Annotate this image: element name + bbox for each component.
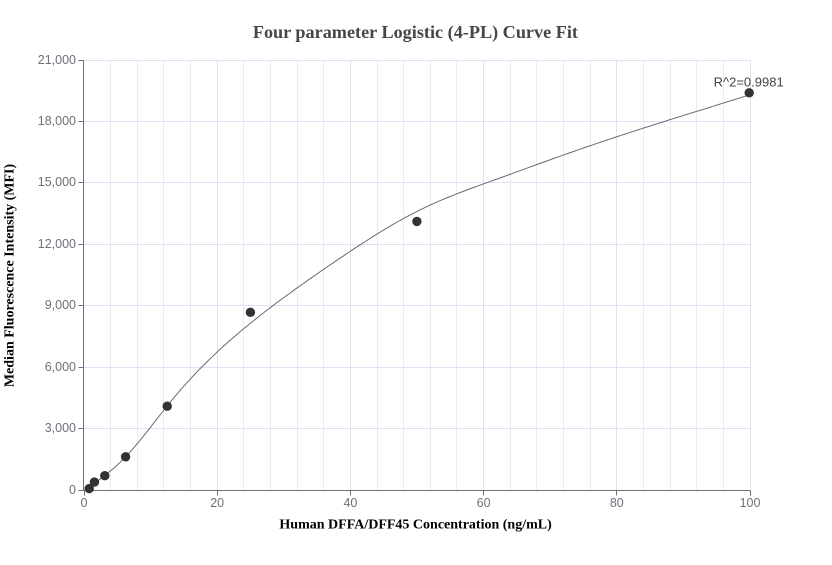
svg-text:3,000: 3,000: [45, 421, 76, 435]
svg-text:Four parameter Logistic (4-PL): Four parameter Logistic (4-PL) Curve Fit: [253, 22, 578, 43]
svg-text:0: 0: [81, 496, 88, 510]
svg-text:6,000: 6,000: [45, 360, 76, 374]
svg-text:100: 100: [740, 496, 761, 510]
svg-text:0: 0: [69, 483, 76, 497]
svg-text:80: 80: [610, 496, 624, 510]
svg-text:15,000: 15,000: [38, 175, 76, 189]
svg-text:12,000: 12,000: [38, 237, 76, 251]
svg-text:20: 20: [210, 496, 224, 510]
svg-text:R^2=0.9981: R^2=0.9981: [714, 75, 784, 90]
svg-text:18,000: 18,000: [38, 114, 76, 128]
svg-text:Human DFFA/DFF45 Concentration: Human DFFA/DFF45 Concentration (ng/mL): [279, 518, 552, 533]
svg-text:9,000: 9,000: [45, 298, 76, 312]
svg-text:40: 40: [343, 496, 357, 510]
svg-text:Median Fluorescence Intensity: Median Fluorescence Intensity (MFI): [3, 164, 18, 388]
svg-text:60: 60: [477, 496, 491, 510]
svg-text:21,000: 21,000: [38, 53, 76, 67]
